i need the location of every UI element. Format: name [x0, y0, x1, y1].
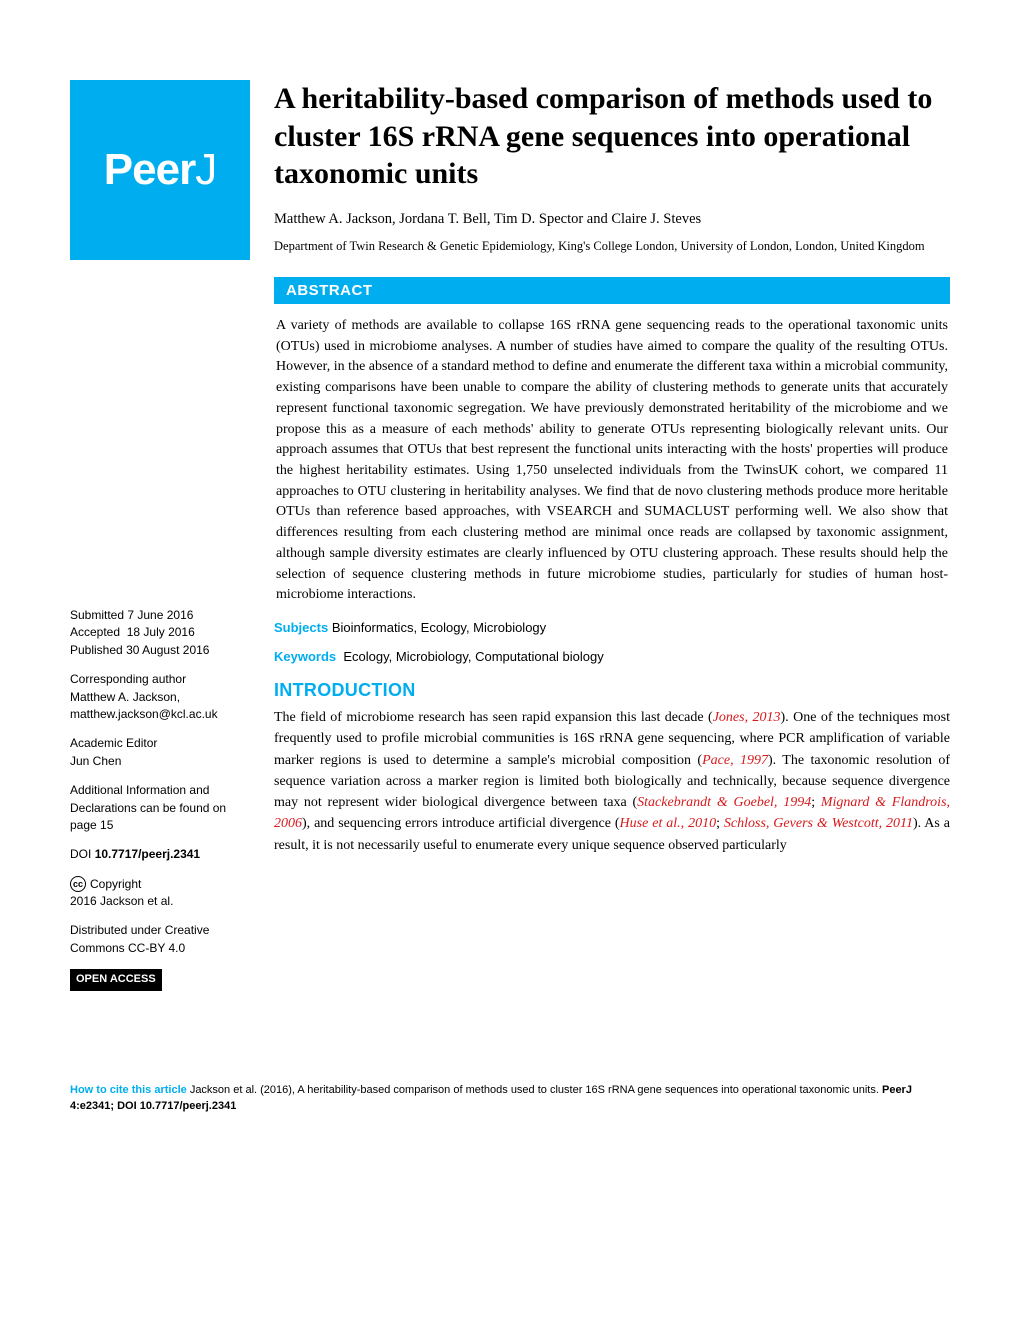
citation-ref[interactable]: Schloss, Gevers & Westcott, 2011: [724, 816, 913, 831]
open-access-badge: OPEN ACCESS: [70, 969, 162, 991]
introduction-text: The field of microbiome research has see…: [274, 707, 950, 856]
cc-icon: cc: [70, 876, 86, 892]
citation-ref[interactable]: Pace, 1997: [702, 753, 768, 768]
academic-editor-block: Academic Editor Jun Chen: [70, 735, 250, 770]
subjects-line: Subjects Bioinformatics, Ecology, Microb…: [274, 620, 950, 635]
metadata-sidebar: Submitted 7 June 2016 Accepted 18 July 2…: [70, 277, 250, 1003]
additional-info-block: Additional Information and Declarations …: [70, 782, 250, 834]
corresponding-author-block: Corresponding author Matthew A. Jackson,…: [70, 671, 250, 723]
copyright-block: cc Copyright 2016 Jackson et al.: [70, 876, 250, 911]
keywords-line: Keywords Ecology, Microbiology, Computat…: [274, 649, 950, 664]
citation-ref[interactable]: Huse et al., 2010: [620, 816, 717, 831]
citation-footer: How to cite this article Jackson et al. …: [0, 1083, 1020, 1154]
citation-ref[interactable]: Jones, 2013: [713, 710, 781, 725]
introduction-header: INTRODUCTION: [274, 680, 950, 701]
article-title: A heritability-based comparison of metho…: [274, 80, 950, 193]
abstract-text: A variety of methods are available to co…: [274, 304, 950, 606]
authors: Matthew A. Jackson, Jordana T. Bell, Tim…: [274, 211, 950, 228]
dates-block: Submitted 7 June 2016 Accepted 18 July 2…: [70, 607, 250, 659]
distributed-block: Distributed under Creative Commons CC-BY…: [70, 922, 250, 957]
affiliation: Department of Twin Research & Genetic Ep…: [274, 238, 950, 256]
abstract-header: ABSTRACT: [274, 277, 950, 304]
journal-logo: PeerJ: [70, 80, 250, 260]
citation-ref[interactable]: Stackebrandt & Goebel, 1994: [637, 795, 811, 810]
doi-block: DOI 10.7717/peerj.2341: [70, 846, 250, 863]
